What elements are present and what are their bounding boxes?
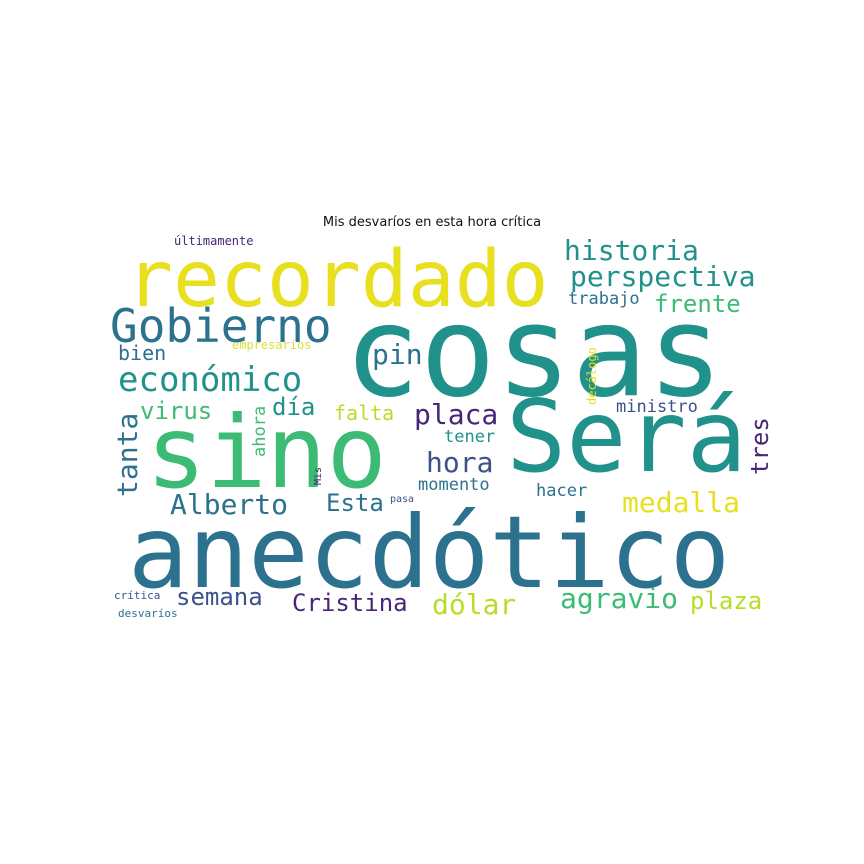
word-bien: bien	[118, 341, 167, 365]
figure-title: Mis desvaríos en esta hora crítica	[322, 215, 542, 230]
word-historia: historia	[564, 235, 699, 267]
word-mis: Mis	[313, 466, 324, 485]
word-pasa: pasa	[390, 494, 415, 505]
word-sera: Será	[506, 378, 747, 495]
word-plaza: plaza	[690, 587, 763, 615]
word-cosas: cosas	[344, 278, 724, 425]
word-tener: tener	[444, 427, 496, 447]
word-sino: sino	[146, 394, 387, 511]
word-anecdotico: anecdótico	[128, 494, 731, 611]
word-gobierno: Gobierno	[110, 299, 332, 353]
word-medalla: medalla	[622, 486, 741, 519]
word-ahora: ahora	[250, 405, 270, 457]
word-falta: falta	[334, 401, 395, 425]
word-semana: semana	[176, 583, 263, 611]
word-agravio: agravio	[560, 582, 679, 615]
word-frente: frente	[654, 290, 741, 318]
word-alberto: Alberto	[170, 488, 289, 521]
word-cloud: recordado cosas sino Será anecdótico Gob…	[108, 235, 770, 630]
word-placa: placa	[414, 398, 499, 431]
word-hacer: hacer	[536, 481, 588, 501]
word-ultimamente: últimamente	[174, 235, 254, 248]
word-esta: Esta	[326, 489, 384, 517]
word-decalogo: decálogo	[585, 347, 599, 405]
word-desvarios: desvaríos	[118, 607, 178, 620]
word-empresarios: empresarios	[232, 338, 312, 352]
word-tanta: tanta	[111, 412, 144, 497]
word-tres: tres	[746, 417, 770, 475]
word-momento: momento	[418, 475, 490, 495]
word-dolar: dólar	[432, 588, 517, 621]
word-economico: económico	[118, 360, 303, 400]
word-virus: virus	[140, 397, 213, 425]
word-recordado: recordado	[126, 235, 549, 325]
word-pin: pin	[372, 338, 423, 371]
word-dia: día	[272, 393, 316, 421]
word-critica: crítica	[114, 589, 161, 602]
word-perspectiva: perspectiva	[570, 260, 756, 293]
word-ministro: ministro	[616, 397, 698, 417]
word-hora: hora	[426, 446, 494, 479]
word-cristina: Cristina	[292, 589, 408, 617]
word-trabajo: trabajo	[568, 289, 640, 309]
